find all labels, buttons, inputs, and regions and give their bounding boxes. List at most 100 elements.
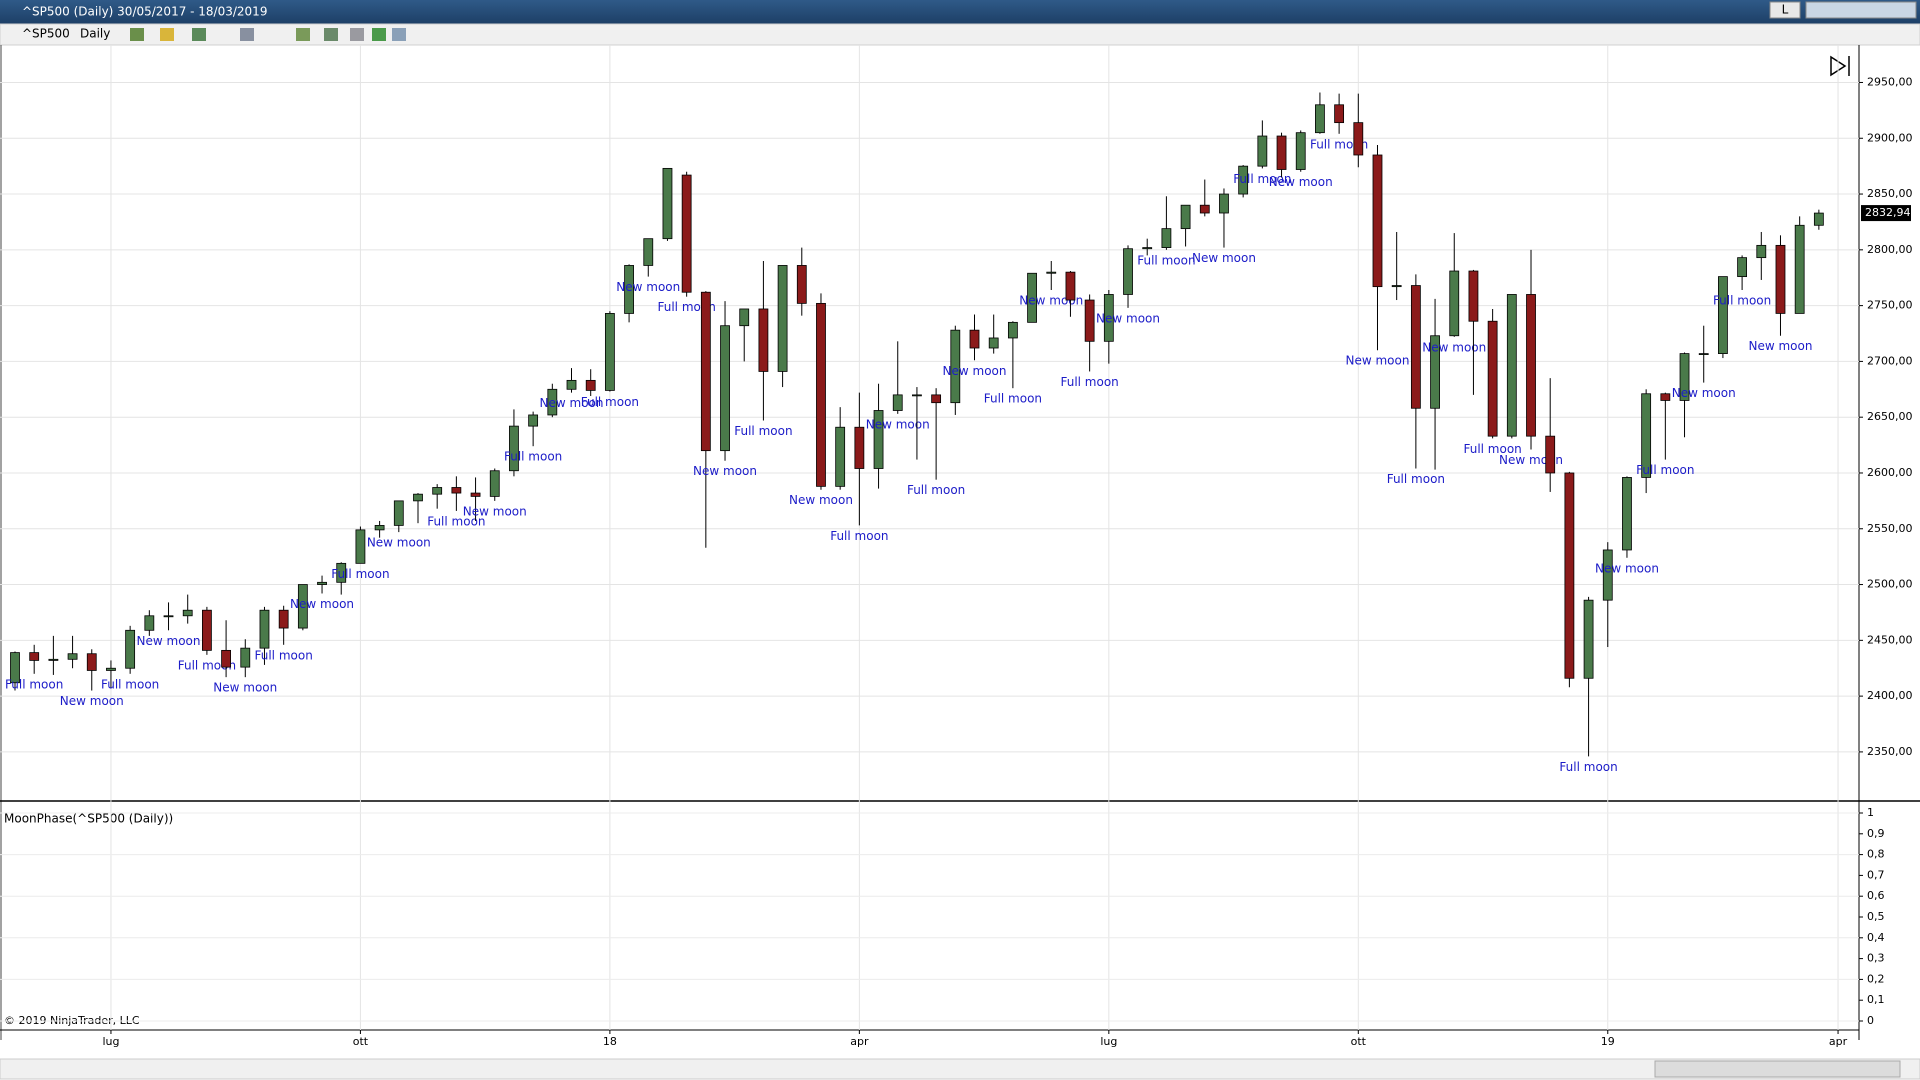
- indicator-title: MoonPhase(^SP500 (Daily)): [4, 812, 173, 826]
- candle-body: [201, 609, 212, 651]
- candle-body: [336, 562, 347, 583]
- candle-body: [758, 308, 769, 372]
- y-tick-label: 2350,00: [1867, 745, 1913, 758]
- candle-body: [1084, 299, 1095, 342]
- candle-body: [1180, 204, 1191, 230]
- scrollbar-thumb[interactable]: [1654, 1060, 1901, 1078]
- toolbar-icon[interactable]: [240, 28, 254, 41]
- go-to-end-button[interactable]: [1830, 55, 1850, 77]
- y-tick-label: 0,2: [1867, 972, 1885, 985]
- x-tick-label: lug: [102, 1035, 119, 1048]
- moon-label: New moon: [60, 694, 124, 708]
- moon-label: Full moon: [734, 424, 792, 438]
- candle-body: [873, 410, 884, 469]
- candle-body: [950, 329, 961, 404]
- toolbar: [0, 23, 1920, 46]
- candle-body: [1353, 122, 1364, 156]
- candle-body: [374, 525, 385, 531]
- toolbar-icon[interactable]: [324, 28, 338, 41]
- x-tick-label: apr: [850, 1035, 869, 1048]
- candle-body: [1276, 135, 1287, 170]
- y-tick-label: 2950,00: [1867, 75, 1913, 88]
- candle-body: [1065, 271, 1076, 301]
- window-title: ^SP500 (Daily) 30/05/2017 - 18/03/2019: [22, 5, 267, 19]
- candle-body: [528, 414, 539, 427]
- moon-label: Full moon: [255, 648, 313, 662]
- candle-body: [1007, 321, 1018, 339]
- candle-body: [892, 394, 903, 411]
- candle-body: [240, 647, 251, 668]
- toolbar-icon[interactable]: [350, 28, 364, 41]
- toolbar-icon[interactable]: [192, 28, 206, 41]
- y-tick-label: 0: [1867, 1014, 1874, 1027]
- candle-body: [1027, 272, 1037, 323]
- x-tick-label: lug: [1100, 1035, 1117, 1048]
- candle-body: [432, 487, 443, 495]
- interval-selector[interactable]: Daily: [80, 27, 110, 41]
- moon-label: New moon: [1672, 386, 1736, 400]
- y-tick-label: 0,5: [1867, 910, 1885, 923]
- candle-body: [1756, 244, 1767, 259]
- title-bar: [0, 0, 1920, 24]
- candle-body: [393, 500, 404, 526]
- moon-label: Full moon: [984, 392, 1042, 406]
- candle-body: [566, 379, 577, 390]
- candle-body: [585, 379, 596, 391]
- moon-label: New moon: [693, 464, 757, 478]
- toolbar-icon[interactable]: [392, 28, 406, 41]
- y-tick-label: 2750,00: [1867, 299, 1913, 312]
- candle-body: [720, 325, 730, 452]
- toolbar-icon[interactable]: [130, 28, 144, 41]
- candle-body: [1660, 393, 1671, 401]
- y-tick-label: 2900,00: [1867, 131, 1913, 144]
- candle-body: [451, 487, 462, 494]
- y-tick-label: 2600,00: [1867, 466, 1913, 479]
- candle-body: [1679, 353, 1690, 401]
- candle-body: [854, 426, 865, 469]
- candle-body: [1123, 248, 1133, 295]
- candle-body: [1506, 294, 1517, 437]
- candle-body: [547, 388, 558, 416]
- symbol-selector[interactable]: ^SP500: [22, 27, 70, 41]
- candle-body: [10, 652, 20, 684]
- candle-body: [1391, 285, 1402, 288]
- toolbar-icon[interactable]: [372, 28, 386, 41]
- candle-body: [835, 426, 846, 487]
- candle-body: [1794, 224, 1805, 314]
- candle-body: [1622, 477, 1632, 551]
- moon-label: Full moon: [1713, 293, 1771, 307]
- moon-label: Full moon: [1636, 463, 1694, 477]
- candle-body: [29, 652, 40, 661]
- candle-body: [1161, 228, 1172, 248]
- y-tick-label: 2700,00: [1867, 354, 1913, 367]
- moon-label: Full moon: [1387, 472, 1445, 486]
- moon-label: Full moon: [5, 677, 63, 691]
- candle-body: [1468, 270, 1479, 322]
- candle-body: [777, 265, 788, 372]
- moon-label: Full moon: [581, 395, 639, 409]
- candle-body: [1334, 104, 1345, 124]
- candle-body: [1046, 271, 1057, 274]
- candle-body: [182, 609, 193, 617]
- moon-label: New moon: [1595, 561, 1659, 575]
- moon-label: New moon: [137, 634, 201, 648]
- candle-body: [1775, 244, 1786, 314]
- scrollbar[interactable]: [0, 1058, 1920, 1080]
- candle-body: [1698, 353, 1709, 355]
- candle-body: [1602, 549, 1613, 601]
- window-controls[interactable]: [1805, 1, 1917, 19]
- y-tick-label: 0,7: [1867, 868, 1885, 881]
- window-button[interactable]: [1769, 1, 1801, 19]
- toolbar-icon[interactable]: [296, 28, 310, 41]
- moon-label: Full moon: [907, 483, 965, 497]
- toolbar-icon[interactable]: [160, 28, 174, 41]
- candle-body: [969, 329, 980, 349]
- y-tick-label: 0,4: [1867, 931, 1885, 944]
- moon-label: Full moon: [101, 677, 159, 691]
- window-button-label[interactable]: L: [1782, 3, 1789, 17]
- moon-label: Full moon: [1559, 760, 1617, 774]
- candle-body: [1526, 294, 1536, 437]
- x-tick-label: ott: [1351, 1035, 1367, 1048]
